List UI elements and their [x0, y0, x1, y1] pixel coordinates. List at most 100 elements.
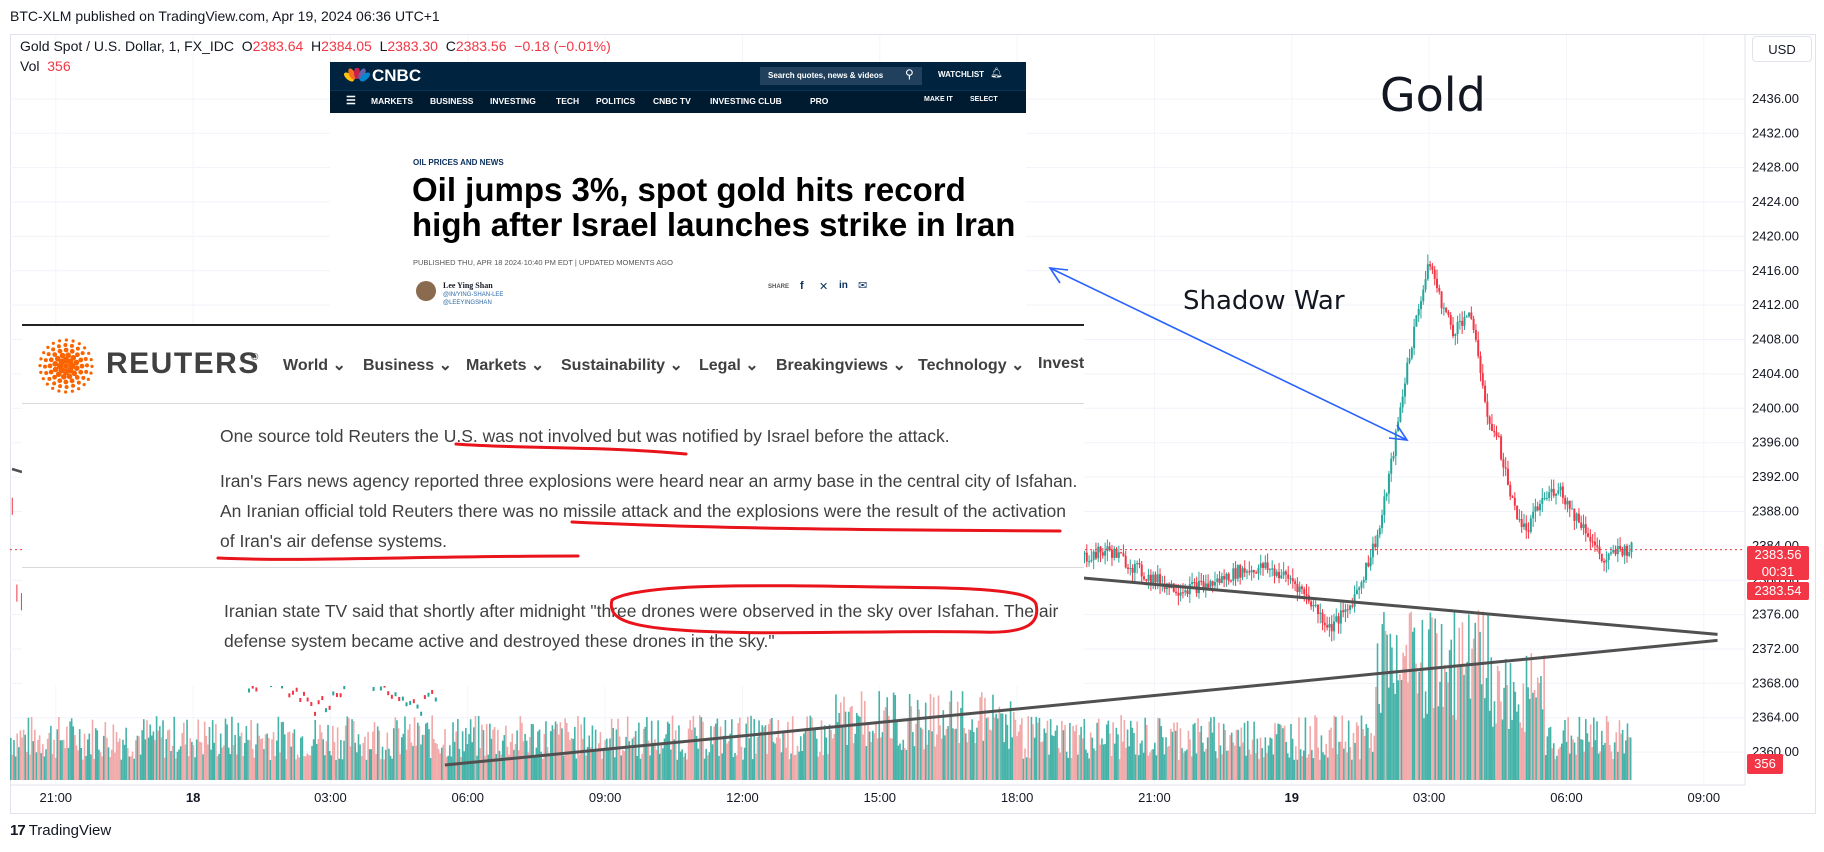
currency-button[interactable]: USD: [1752, 36, 1812, 62]
reuters-logo[interactable]: REUTERS: [106, 347, 260, 380]
candle-body: [1229, 580, 1232, 582]
volume-bar: [360, 755, 363, 780]
volume-bar: [61, 740, 63, 780]
cnbc-nav-make-it[interactable]: MAKE IT: [924, 96, 953, 103]
cnbc-nav-select[interactable]: SELECT: [970, 96, 998, 103]
reuters-nav-breakingviews[interactable]: Breakingviews ⌄: [776, 357, 906, 374]
cnbc-nav-markets[interactable]: MARKETS: [371, 96, 414, 106]
volume-bar: [1051, 735, 1054, 780]
volume-bar: [1395, 635, 1398, 780]
volume-bar: [1338, 741, 1340, 780]
reuters-nav-business[interactable]: Business ⌄: [363, 357, 452, 374]
reuters-nav-sustainability[interactable]: Sustainability ⌄: [561, 357, 683, 374]
volume-bar: [267, 737, 270, 780]
volume-bar: [426, 722, 429, 780]
volume-bar: [195, 739, 198, 780]
volume-bar: [748, 738, 751, 780]
candle-body: [1442, 307, 1445, 309]
cnbc-nav-business[interactable]: BUSINESS: [430, 96, 474, 106]
cnbc-nav-pro[interactable]: PRO: [810, 96, 829, 106]
volume-bar: [90, 754, 92, 780]
volume-bar: [16, 733, 19, 780]
volume-bar: [1415, 663, 1417, 780]
cnbc-author[interactable]: Lee Ying Shan: [443, 281, 493, 290]
volume-bar: [912, 731, 914, 780]
volume-bar: [1053, 736, 1055, 780]
cnbc-watchlist[interactable]: WATCHLIST: [938, 70, 985, 79]
volume-bar: [1501, 719, 1504, 780]
facebook-icon[interactable]: f: [800, 280, 804, 292]
cnbc-handle-x[interactable]: @LEEYINGSHAN: [443, 300, 492, 306]
cnbc-nav-politics[interactable]: POLITICS: [596, 96, 636, 106]
cnbc-nav-tech[interactable]: TECH: [556, 96, 580, 106]
volume-bar: [62, 739, 65, 780]
search-icon[interactable]: ⚲: [905, 67, 914, 81]
volume-bar: [806, 716, 808, 780]
bid-price-badge: 2383.54: [1747, 582, 1809, 600]
email-icon[interactable]: ✉: [858, 280, 868, 292]
volume-bar: [1126, 729, 1129, 780]
volume-bar: [831, 738, 834, 780]
cnbc-kicker[interactable]: OIL PRICES AND NEWS: [413, 158, 504, 167]
cnbc-search-input[interactable]: Search quotes, news & videos: [760, 67, 922, 85]
volume-bar: [1113, 743, 1116, 780]
volume-bar: [1250, 754, 1252, 780]
cnbc-logo[interactable]: CNBC: [372, 66, 422, 85]
volume-bar: [1605, 715, 1608, 780]
volume-bar: [1173, 722, 1175, 780]
candle-body: [1449, 314, 1452, 325]
cnbc-nav-investing-club[interactable]: INVESTING CLUB: [710, 96, 782, 106]
volume-bar: [1359, 759, 1361, 780]
bell-icon[interactable]: 🔔︎: [990, 68, 1003, 79]
volume-bar: [1168, 745, 1171, 780]
volume-bar: [860, 691, 863, 780]
x-icon[interactable]: ✕: [819, 281, 829, 293]
cnbc-handle-linkedin[interactable]: @IN/YING-SHAN-LEE: [443, 292, 504, 298]
volume-bar: [421, 734, 424, 780]
volume-bar: [1323, 754, 1326, 780]
tradingview-logo[interactable]: 17 TradingView: [10, 822, 111, 839]
volume-bar: [405, 749, 408, 780]
reuters-nav-legal[interactable]: Legal ⌄: [699, 357, 759, 374]
legend-high: 2384.05: [321, 38, 372, 54]
volume-bar: [1410, 611, 1412, 780]
legend-h-label: H: [311, 38, 322, 54]
volume-bar: [1344, 741, 1347, 780]
candle-body: [1548, 492, 1551, 498]
reuters-nav-world[interactable]: World ⌄: [283, 357, 346, 374]
reuters-nav-markets[interactable]: Markets ⌄: [466, 357, 545, 374]
volume-bar: [1371, 751, 1374, 780]
volume-bar: [1067, 757, 1070, 780]
volume-bar: [413, 717, 416, 780]
volume-bar: [620, 755, 623, 780]
volume-bar: [1333, 715, 1336, 780]
volume-bar: [755, 753, 757, 780]
candle-body: [434, 697, 437, 702]
cnbc-nav-cnbc-tv[interactable]: CNBC TV: [653, 96, 691, 106]
volume-bar: [828, 724, 831, 780]
linkedin-icon[interactable]: in: [839, 280, 848, 291]
volume-bar: [1110, 755, 1113, 780]
volume-bar: [1264, 737, 1267, 780]
volume-bar: [373, 722, 376, 780]
reuters-dot: [63, 363, 69, 369]
volume-bar: [1621, 729, 1624, 780]
volume-bar: [64, 748, 67, 780]
cnbc-nav-investing[interactable]: INVESTING: [490, 96, 536, 106]
candle-body: [321, 696, 324, 701]
reuters-nav-technology[interactable]: Technology ⌄: [918, 357, 1025, 374]
candle-body: [1284, 571, 1287, 575]
reuters-nav-invest[interactable]: Invest: [1038, 355, 1084, 372]
volume-bar: [565, 722, 568, 780]
volume-bar: [729, 733, 732, 780]
volume-bar: [1447, 682, 1449, 780]
volume-bar: [293, 729, 296, 780]
volume-bar: [436, 743, 438, 780]
menu-icon[interactable]: ☰: [346, 95, 356, 107]
volume-bar: [1525, 655, 1528, 780]
volume-bar: [758, 720, 760, 780]
volume-bar: [987, 717, 989, 780]
reuters-dot: [75, 346, 80, 351]
volume-bar: [469, 719, 472, 780]
candle-body: [1504, 467, 1507, 469]
